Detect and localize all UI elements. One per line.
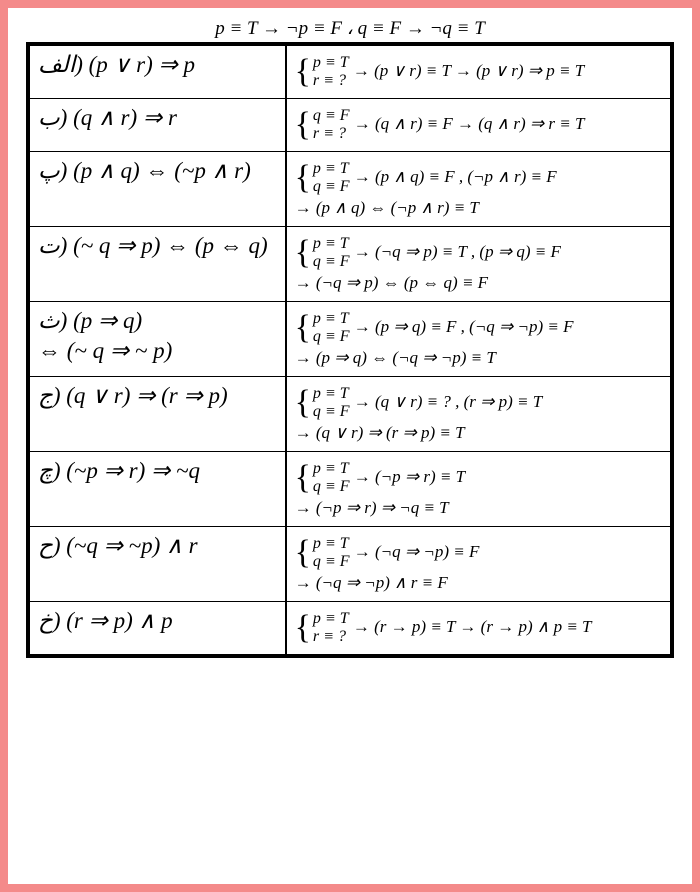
table-row: ت) (~ q ⇒ p) ⇔ (p ⇔ q) {p ≡ Tq ≡ F → (¬q… [28,227,672,302]
table-row: ج) (q ∨ r) ⇒ (r ⇒ p) {p ≡ Tq ≡ F → (q ∨ … [28,377,672,452]
solution-cell: {p ≡ Tq ≡ F → (¬q ⇒ p) ≡ T , (p ⇒ q) ≡ F… [286,227,672,302]
header-formula: p ≡ T → ¬p ≡ F ، q ≡ F → ¬q ≡ T [26,16,674,42]
table-row: پ) (p ∧ q) ⇔ (~p ∧ r) {p ≡ Tq ≡ F → (p ∧… [28,152,672,227]
table-row: ث) (p ⇒ q) ⇔ (~ q ⇒ ~ p) {p ≡ Tq ≡ F → (… [28,302,672,377]
problem-cell: ب) (q ∧ r) ⇒ r [28,99,286,152]
problem-cell: ج) (q ∨ r) ⇒ (r ⇒ p) [28,377,286,452]
solution-cell: {p ≡ Tr ≡ ? → (p ∨ r) ≡ T → (p ∨ r) ⇒ p … [286,44,672,99]
solution-cell: {p ≡ Tq ≡ F → (¬p ⇒ r) ≡ T → (¬p ⇒ r) ⇒ … [286,452,672,527]
problem-cell: ح) (~q ⇒ ~p) ∧ r [28,527,286,602]
logic-table: الف) (p ∨ r) ⇒ p {p ≡ Tr ≡ ? → (p ∨ r) ≡… [26,42,674,658]
problem-cell: خ) (r ⇒ p) ∧ p [28,602,286,657]
solution-cell: {p ≡ Tq ≡ F → (q ∨ r) ≡ ? , (r ⇒ p) ≡ T … [286,377,672,452]
problem-cell: الف) (p ∨ r) ⇒ p [28,44,286,99]
problem-cell: ث) (p ⇒ q) ⇔ (~ q ⇒ ~ p) [28,302,286,377]
table-row: الف) (p ∨ r) ⇒ p {p ≡ Tr ≡ ? → (p ∨ r) ≡… [28,44,672,99]
problem-cell: پ) (p ∧ q) ⇔ (~p ∧ r) [28,152,286,227]
solution-cell: {p ≡ Tq ≡ F → (p ⇒ q) ≡ F , (¬q ⇒ ¬p) ≡ … [286,302,672,377]
table-row: چ) (~p ⇒ r) ⇒ ~q {p ≡ Tq ≡ F → (¬p ⇒ r) … [28,452,672,527]
table-row: ب) (q ∧ r) ⇒ r {q ≡ Fr ≡ ? → (q ∧ r) ≡ F… [28,99,672,152]
table-row: ح) (~q ⇒ ~p) ∧ r {p ≡ Tq ≡ F → (¬q ⇒ ¬p)… [28,527,672,602]
solution-cell: {p ≡ Tq ≡ F → (p ∧ q) ≡ F , (¬p ∧ r) ≡ F… [286,152,672,227]
page-frame: p ≡ T → ¬p ≡ F ، q ≡ F → ¬q ≡ T الف) (p … [0,0,700,892]
table-row: خ) (r ⇒ p) ∧ p {p ≡ Tr ≡ ? → (r → p) ≡ T… [28,602,672,657]
solution-cell: {p ≡ Tr ≡ ? → (r → p) ≡ T → (r → p) ∧ p … [286,602,672,657]
solution-cell: {p ≡ Tq ≡ F → (¬q ⇒ ¬p) ≡ F → (¬q ⇒ ¬p) … [286,527,672,602]
solution-cell: {q ≡ Fr ≡ ? → (q ∧ r) ≡ F → (q ∧ r) ⇒ r … [286,99,672,152]
problem-cell: چ) (~p ⇒ r) ⇒ ~q [28,452,286,527]
problem-cell: ت) (~ q ⇒ p) ⇔ (p ⇔ q) [28,227,286,302]
